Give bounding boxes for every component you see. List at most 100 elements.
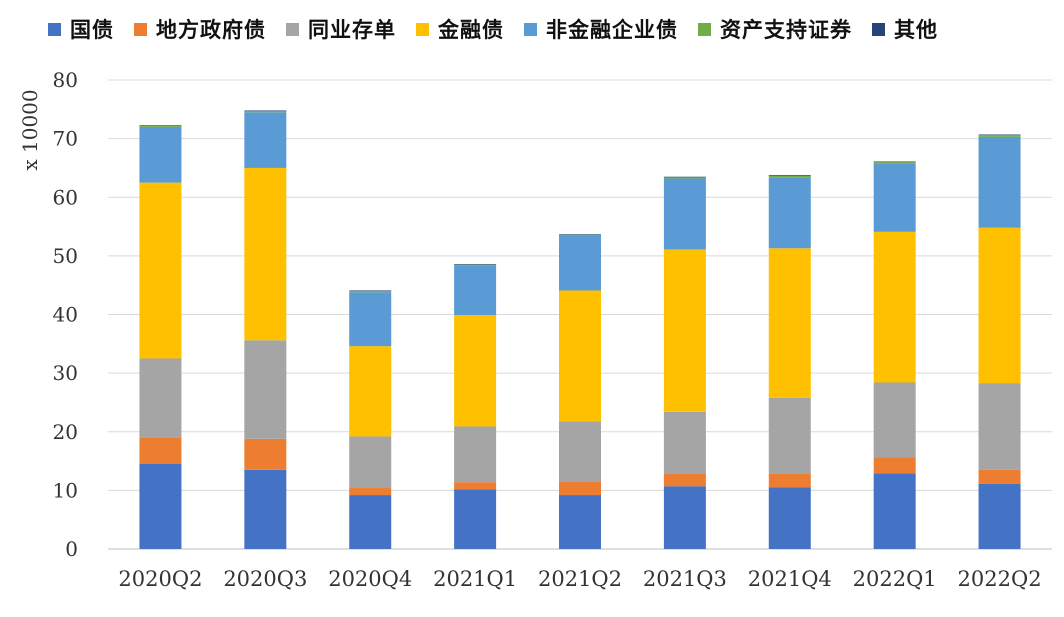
legend-item: 地方政府债 xyxy=(134,14,266,44)
legend-swatch xyxy=(48,22,61,36)
x-axis-ticks: 2020Q2 2020Q3 2020Q4 2021Q1 2021Q2 2021Q3 2021… xyxy=(118,567,1041,591)
legend-swatch xyxy=(872,22,885,36)
bar-segment xyxy=(978,469,1021,484)
legend-label: 非金融企业债 xyxy=(546,18,678,42)
x-tick-label: 2021Q3 xyxy=(643,567,727,591)
bar-segment xyxy=(454,264,497,266)
bar-segment xyxy=(454,489,497,549)
bar-segment xyxy=(139,125,182,126)
bar-segment xyxy=(454,482,497,490)
bar-segment xyxy=(663,486,706,549)
bar-segment xyxy=(768,175,811,178)
bar-segment xyxy=(873,473,916,549)
legend-item: 其他 xyxy=(872,14,938,44)
y-tick-label: 80 xyxy=(53,68,78,92)
bar-segment xyxy=(663,178,706,250)
bars xyxy=(139,110,1021,549)
bar-segment xyxy=(244,469,287,549)
y-tick-label: 50 xyxy=(53,244,78,268)
bar-segment xyxy=(454,264,497,265)
bar-segment xyxy=(768,177,811,249)
legend-swatch xyxy=(698,22,711,36)
x-tick-label: 2021Q4 xyxy=(748,567,832,591)
x-tick-label: 2022Q1 xyxy=(853,567,937,591)
bar-segment xyxy=(349,346,392,437)
bar-segment xyxy=(349,488,392,496)
bar-segment xyxy=(978,227,1021,384)
bar-segment xyxy=(663,176,706,178)
bar-segment xyxy=(873,162,916,164)
legend-label: 国债 xyxy=(70,18,114,42)
y-axis-ticks: 0 10 20 30 40 50 60 70 80 xyxy=(53,68,78,561)
bar-segment xyxy=(873,457,916,474)
bar-segment xyxy=(663,249,706,412)
bar-segment xyxy=(978,134,1021,136)
x-tick-label: 2021Q1 xyxy=(433,567,517,591)
bar-segment xyxy=(559,234,601,235)
x-tick-label: 2020Q2 xyxy=(118,567,202,591)
y-tick-label: 60 xyxy=(53,185,78,209)
legend-swatch xyxy=(286,22,299,36)
x-tick-label: 2020Q4 xyxy=(328,567,412,591)
bar-segment xyxy=(349,495,392,549)
bar-segment xyxy=(768,248,811,398)
bar-segment xyxy=(663,473,706,487)
legend-label: 地方政府债 xyxy=(156,18,266,42)
bar-segment xyxy=(244,340,287,439)
bar-segment xyxy=(768,473,811,488)
bar-segment xyxy=(349,290,392,292)
bar-segment xyxy=(139,125,182,127)
legend-label: 金融债 xyxy=(438,18,504,42)
legend-item: 同业存单 xyxy=(286,14,396,44)
bar-segment xyxy=(978,483,1021,549)
bar-segment xyxy=(768,174,811,176)
legend-item: 金融债 xyxy=(416,14,504,44)
y-tick-label: 20 xyxy=(53,420,78,444)
bar-segment xyxy=(663,177,706,179)
bar-segment xyxy=(559,421,601,482)
bar-segment xyxy=(978,136,1021,228)
bar-segment xyxy=(139,437,182,464)
legend-label: 资产支持证券 xyxy=(720,18,852,42)
bar-segment xyxy=(349,291,392,293)
x-tick-label: 2022Q2 xyxy=(958,567,1042,591)
y-axis-label: x 10000 xyxy=(18,89,42,170)
bar-segment xyxy=(349,436,392,489)
bar-segment xyxy=(244,111,287,113)
legend-item: 国债 xyxy=(48,14,114,44)
bar-segment xyxy=(559,481,601,496)
bar-segment xyxy=(663,411,706,474)
bar-segment xyxy=(873,382,916,458)
bar-segment xyxy=(139,463,182,549)
bar-segment xyxy=(768,487,811,549)
bar-segment xyxy=(978,383,1021,470)
bar-segment xyxy=(873,161,916,163)
bar-segment xyxy=(139,126,182,183)
y-tick-label: 10 xyxy=(53,478,78,502)
bar-segment xyxy=(978,135,1021,137)
legend-item: 非金融企业债 xyxy=(524,14,678,44)
bar-segment xyxy=(244,167,287,341)
bar-segment xyxy=(454,265,497,316)
bar-segment xyxy=(454,315,497,427)
y-tick-label: 40 xyxy=(53,303,78,327)
bar-segment xyxy=(873,231,916,383)
bar-segment xyxy=(139,182,182,359)
bar-segment xyxy=(559,235,601,291)
bar-segment xyxy=(244,112,287,168)
chart-legend: 国债 地方政府债 同业存单 金融债 非金融企业债 资产支持证券 其他 xyxy=(48,12,958,46)
bar-segment xyxy=(873,163,916,232)
bar-segment xyxy=(244,110,287,112)
bar-segment xyxy=(559,495,601,549)
y-tick-label: 0 xyxy=(65,537,78,561)
x-tick-label: 2021Q2 xyxy=(538,567,622,591)
legend-item: 资产支持证券 xyxy=(698,14,852,44)
legend-label: 其他 xyxy=(894,18,938,42)
bar-segment xyxy=(559,234,601,236)
legend-swatch xyxy=(524,22,537,36)
bar-segment xyxy=(244,438,287,470)
bar-segment xyxy=(768,397,811,474)
y-tick-label: 30 xyxy=(53,361,78,385)
bar-segment xyxy=(559,290,601,422)
